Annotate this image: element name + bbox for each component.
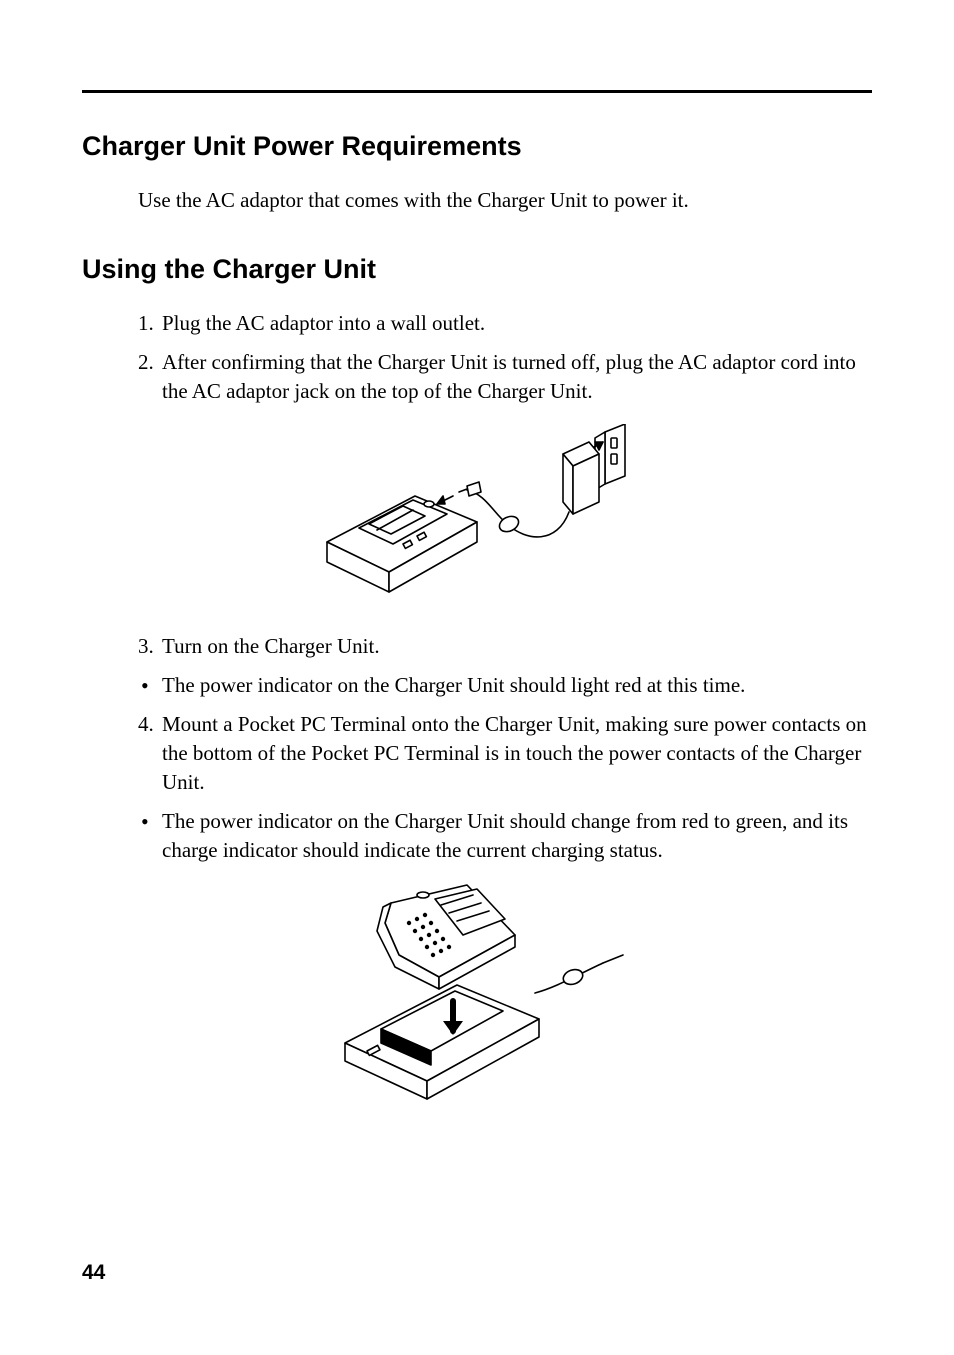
step-4: Mount a Pocket PC Terminal onto the Char… [138, 710, 872, 797]
steps-list-top: Plug the AC adaptor into a wall outlet. … [138, 309, 872, 406]
bullet-list-2: The power indicator on the Charger Unit … [138, 807, 872, 865]
heading-power-requirements: Charger Unit Power Requirements [82, 131, 872, 162]
terminal-mounted-illustration [327, 883, 627, 1103]
page-number: 44 [82, 1261, 105, 1285]
bullet-list-1: The power indicator on the Charger Unit … [138, 671, 872, 700]
bullet-green-indicator: The power indicator on the Charger Unit … [138, 807, 872, 865]
figure-terminal-mounted [82, 883, 872, 1103]
bullet-red-indicator: The power indicator on the Charger Unit … [138, 671, 872, 700]
steps-list-end: Mount a Pocket PC Terminal onto the Char… [138, 710, 872, 797]
step-2: After confirming that the Charger Unit i… [138, 348, 872, 406]
steps-list-mid: Turn on the Charger Unit. [138, 632, 872, 661]
horizontal-rule [82, 90, 872, 93]
heading-using-charger: Using the Charger Unit [82, 254, 872, 285]
step-3: Turn on the Charger Unit. [138, 632, 872, 661]
charger-adaptor-illustration [317, 424, 637, 604]
intro-paragraph: Use the AC adaptor that comes with the C… [138, 186, 872, 214]
step-1: Plug the AC adaptor into a wall outlet. [138, 309, 872, 338]
figure-charger-adaptor [82, 424, 872, 604]
